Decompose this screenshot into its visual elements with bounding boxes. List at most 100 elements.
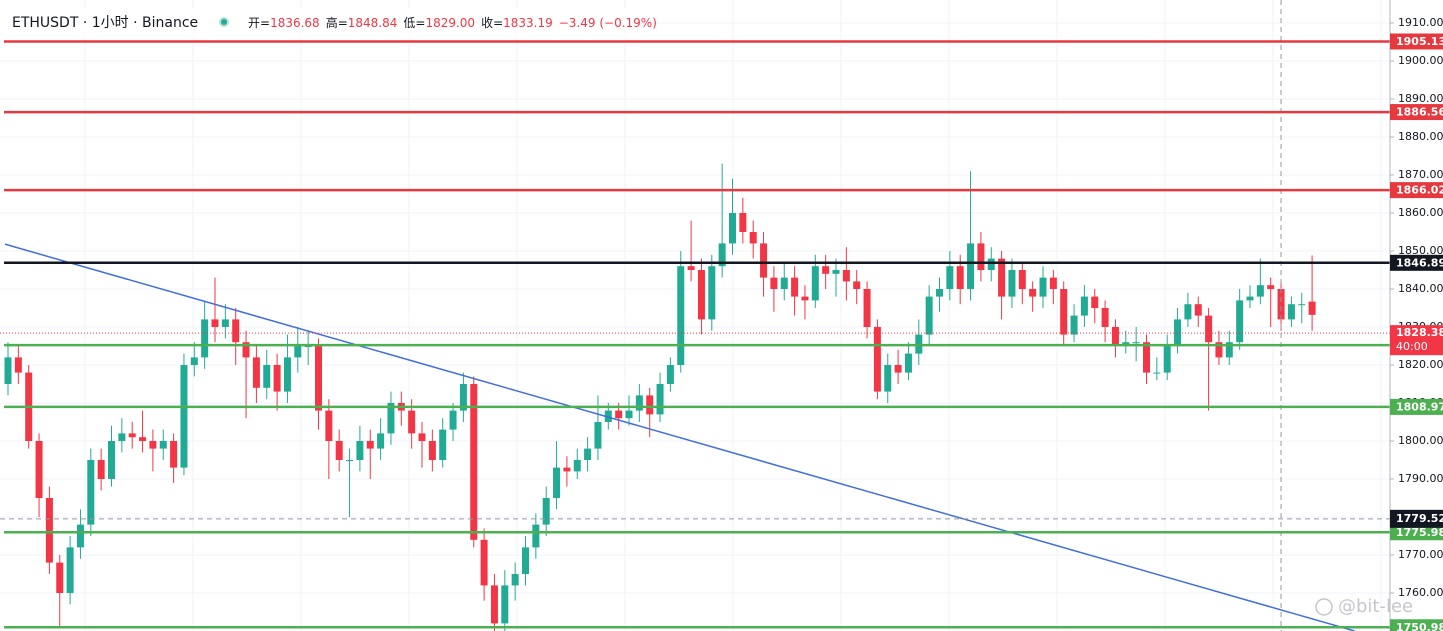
crosshair-label-bg — [1390, 509, 1443, 528]
candle-body — [1060, 288, 1068, 335]
level-label: 1866.02 — [1396, 184, 1443, 197]
candle-body — [873, 326, 881, 392]
candle-body — [294, 345, 302, 358]
candle-body — [315, 345, 322, 411]
candle-body — [428, 440, 436, 460]
y-tick-label: 1880.00 — [1398, 130, 1443, 143]
candle-body — [1236, 300, 1244, 343]
candle-body — [242, 342, 250, 358]
candle-body — [780, 277, 788, 289]
candle-body — [170, 440, 178, 468]
candle-body — [118, 433, 126, 441]
candle-body — [97, 459, 105, 479]
candle-body — [480, 539, 488, 586]
candle-body — [687, 266, 695, 270]
candle-body — [760, 243, 768, 278]
candle-body — [1018, 269, 1026, 289]
y-tick-label: 1800.00 — [1398, 434, 1443, 447]
level-label: 1886.56 — [1396, 106, 1443, 119]
candle-body — [573, 459, 581, 472]
level-label-bg — [1390, 104, 1443, 121]
candle-body — [853, 281, 861, 289]
candle-body — [697, 269, 705, 320]
price-axis: 1760.001770.001780.001790.001800.001810.… — [1389, 0, 1443, 631]
plot — [0, 0, 1390, 631]
candle-body — [677, 266, 685, 365]
candle-body — [335, 440, 343, 460]
candle-body — [56, 562, 64, 593]
last-price-bg — [1390, 325, 1443, 356]
candle-body — [1070, 315, 1078, 335]
candle-body — [1039, 277, 1047, 297]
candle-body — [1225, 342, 1233, 358]
candle-body — [532, 524, 540, 548]
candle-body — [584, 448, 592, 460]
candle-body — [563, 467, 571, 472]
candle-body — [1277, 288, 1285, 320]
value: 1848.84 — [348, 16, 398, 30]
candle-body — [749, 231, 757, 244]
candle-body — [356, 440, 364, 460]
trendline — [4, 243, 1355, 631]
candle-body — [14, 357, 22, 373]
candle-body — [936, 288, 943, 297]
candle-body — [801, 296, 809, 301]
watermark-text: @bit-lee — [1338, 596, 1413, 617]
candle-body — [377, 433, 385, 449]
y-tick-label: 1900.00 — [1398, 54, 1443, 67]
y-tick-label: 1890.00 — [1398, 92, 1443, 105]
candle-body — [956, 266, 964, 289]
candle-body — [232, 319, 240, 343]
y-tick-label: 1860.00 — [1398, 206, 1443, 219]
candle-body — [201, 319, 209, 358]
candle-body — [811, 266, 819, 301]
candle-body — [1308, 301, 1316, 315]
value: 1833.19 — [503, 16, 553, 30]
candle-body — [211, 319, 219, 327]
candle-body — [1091, 296, 1099, 308]
candle-body — [832, 269, 840, 274]
candle-body — [263, 364, 271, 388]
candle-body — [470, 383, 478, 540]
candle-body — [656, 383, 664, 415]
label: 开= — [248, 16, 270, 30]
candle-body — [45, 497, 53, 563]
candle-body — [946, 266, 954, 289]
candle-body — [459, 383, 467, 411]
candle-body — [863, 288, 871, 327]
y-tick-label: 1820.00 — [1398, 358, 1443, 371]
candle-body — [977, 243, 985, 270]
crosshair-label: 1779.52 — [1396, 512, 1443, 525]
candle-body — [522, 547, 529, 574]
candle-body — [1049, 277, 1057, 289]
candle-body — [625, 410, 633, 419]
candle-body — [35, 440, 43, 498]
candle-body — [1174, 319, 1182, 346]
candle-body — [1143, 342, 1150, 373]
candle-body — [180, 364, 188, 468]
level-label-bg — [1390, 33, 1443, 50]
candle-body — [190, 357, 198, 365]
level-label-bg — [1390, 398, 1443, 415]
candle-body — [1184, 304, 1192, 320]
candle-body — [1194, 304, 1202, 316]
level-label-bg — [1390, 254, 1443, 271]
candle-body — [604, 410, 612, 422]
candle-body — [501, 585, 509, 624]
candle-body — [1101, 307, 1109, 327]
label: 收= — [481, 16, 503, 30]
candle-body — [791, 277, 799, 297]
candle-body — [842, 269, 850, 282]
candle-body — [304, 345, 312, 347]
level-label-bg — [1390, 182, 1443, 199]
candle-body — [273, 364, 281, 392]
candle-body — [894, 364, 902, 373]
candle-body — [1267, 285, 1275, 289]
candle-body — [490, 585, 498, 624]
candle-body — [542, 497, 550, 525]
candle-body — [159, 440, 167, 449]
y-tick-label: 1770.00 — [1398, 548, 1443, 561]
candle-body — [1205, 315, 1213, 343]
candle-body — [884, 364, 892, 392]
